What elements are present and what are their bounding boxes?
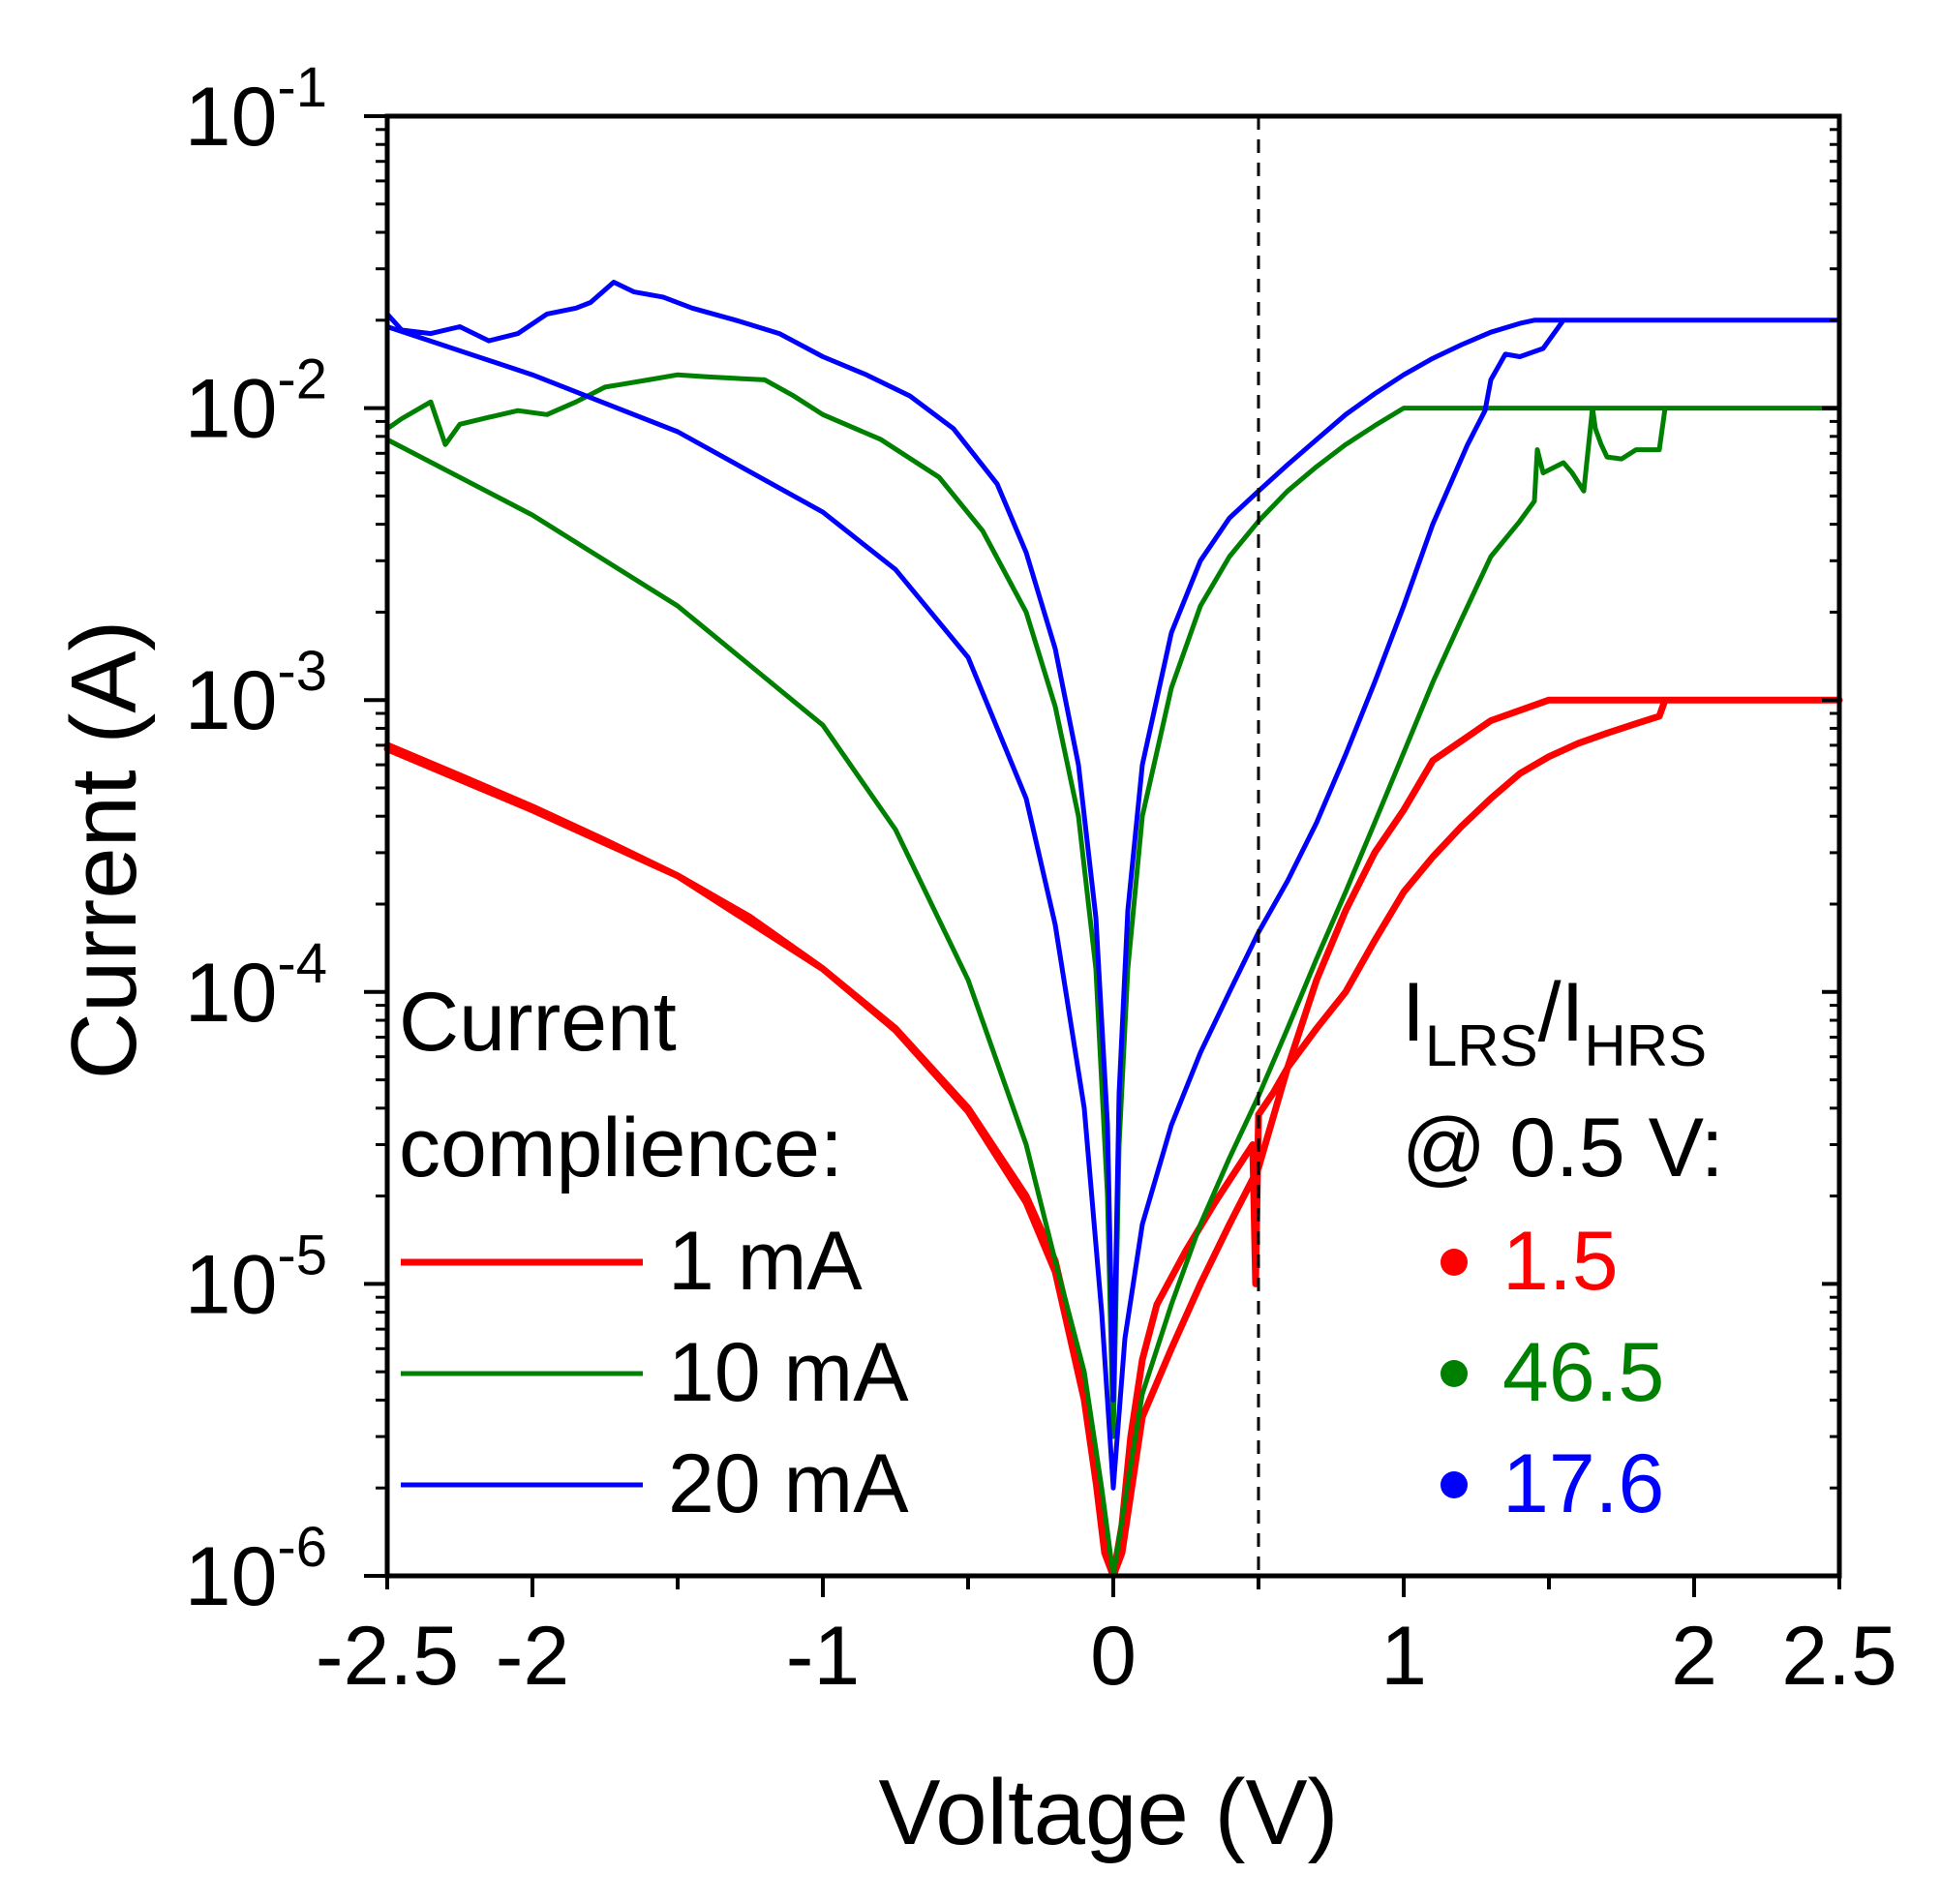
x-axis-title: Voltage (V) (879, 1761, 1339, 1864)
y-tick-label: 10-1 (185, 56, 327, 164)
ratio-marker-2 (1441, 1471, 1468, 1498)
x-tick-label: -2.5 (316, 1610, 459, 1703)
legend: Current complience: 1 mA 10 mA 20 mA (399, 976, 909, 1530)
x-tick-label: 0 (1090, 1610, 1137, 1703)
ratio-condition: @ 0.5 V: (1402, 1102, 1724, 1194)
y-tick-label-base: 10 (185, 71, 278, 164)
ratio-value-0: 1.5 (1502, 1215, 1619, 1308)
legend-label-20-ma: 20 mA (668, 1437, 909, 1530)
ratio-value-1: 46.5 (1502, 1326, 1664, 1419)
ratio-heading-i: I (1402, 966, 1425, 1059)
y-tick-label-exponent: -6 (277, 1516, 327, 1579)
legend-title-line2: complience: (399, 1102, 843, 1194)
ratio-annotation: ILRS/IHRS @ 0.5 V: 1.5 46.5 17.6 (1402, 966, 1724, 1530)
y-tick-label-exponent: -1 (277, 56, 327, 119)
y-tick-labels: 10-610-510-410-310-210-1 (185, 56, 327, 1623)
ratio-heading: ILRS/IHRS (1402, 966, 1707, 1078)
legend-entries: 1 mA 10 mA 20 mA (401, 1215, 909, 1530)
legend-title-line1: Current (399, 976, 677, 1069)
y-tick-label-exponent: -4 (277, 932, 327, 995)
ticks-layer (364, 114, 1841, 1597)
ratio-heading-slash-i: /I (1538, 966, 1585, 1059)
y-tick-label-base: 10 (185, 363, 278, 456)
legend-label-10-ma: 10 mA (668, 1326, 909, 1419)
x-tick-label: 1 (1380, 1610, 1427, 1703)
ratio-value-2: 17.6 (1502, 1437, 1664, 1530)
y-tick-label: 10-3 (185, 640, 327, 747)
series-layer (383, 280, 1843, 1580)
y-tick-label-exponent: -3 (277, 640, 327, 703)
y-tick-label: 10-4 (185, 932, 327, 1040)
ratio-heading-sub-hrs: HRS (1584, 1013, 1707, 1078)
x-tick-label: -2 (496, 1610, 569, 1703)
y-tick-label-base: 10 (185, 1530, 278, 1623)
y-tick-label-exponent: -2 (277, 348, 327, 411)
x-tick-label: -1 (786, 1610, 860, 1703)
series-line-10-ma (384, 372, 1842, 1579)
legend-label-1-ma: 1 mA (668, 1215, 863, 1308)
y-tick-label: 10-5 (185, 1224, 327, 1331)
y-tick-label-base: 10 (185, 947, 278, 1040)
y-tick-label-base: 10 (185, 654, 278, 747)
y-tick-label-exponent: -5 (277, 1224, 327, 1286)
x-tick-label: 2 (1671, 1610, 1717, 1703)
ratio-marker-1 (1441, 1360, 1468, 1387)
ratio-heading-sub-lrs: LRS (1425, 1013, 1538, 1078)
x-tick-labels: -2.5 -2 -1 0 1 2 2.5 (316, 1610, 1897, 1703)
series-line-1-ma (383, 696, 1843, 1580)
series-line-20-ma (384, 280, 1842, 1491)
x-tick-label: 2.5 (1781, 1610, 1897, 1703)
y-tick-label: 10-6 (185, 1516, 327, 1623)
y-tick-label: 10-2 (185, 348, 327, 456)
ratio-marker-0 (1441, 1249, 1468, 1276)
y-axis-title: Current (A) (52, 620, 156, 1080)
ratio-items: 1.5 46.5 17.6 (1441, 1215, 1664, 1530)
y-tick-label-base: 10 (185, 1238, 278, 1331)
